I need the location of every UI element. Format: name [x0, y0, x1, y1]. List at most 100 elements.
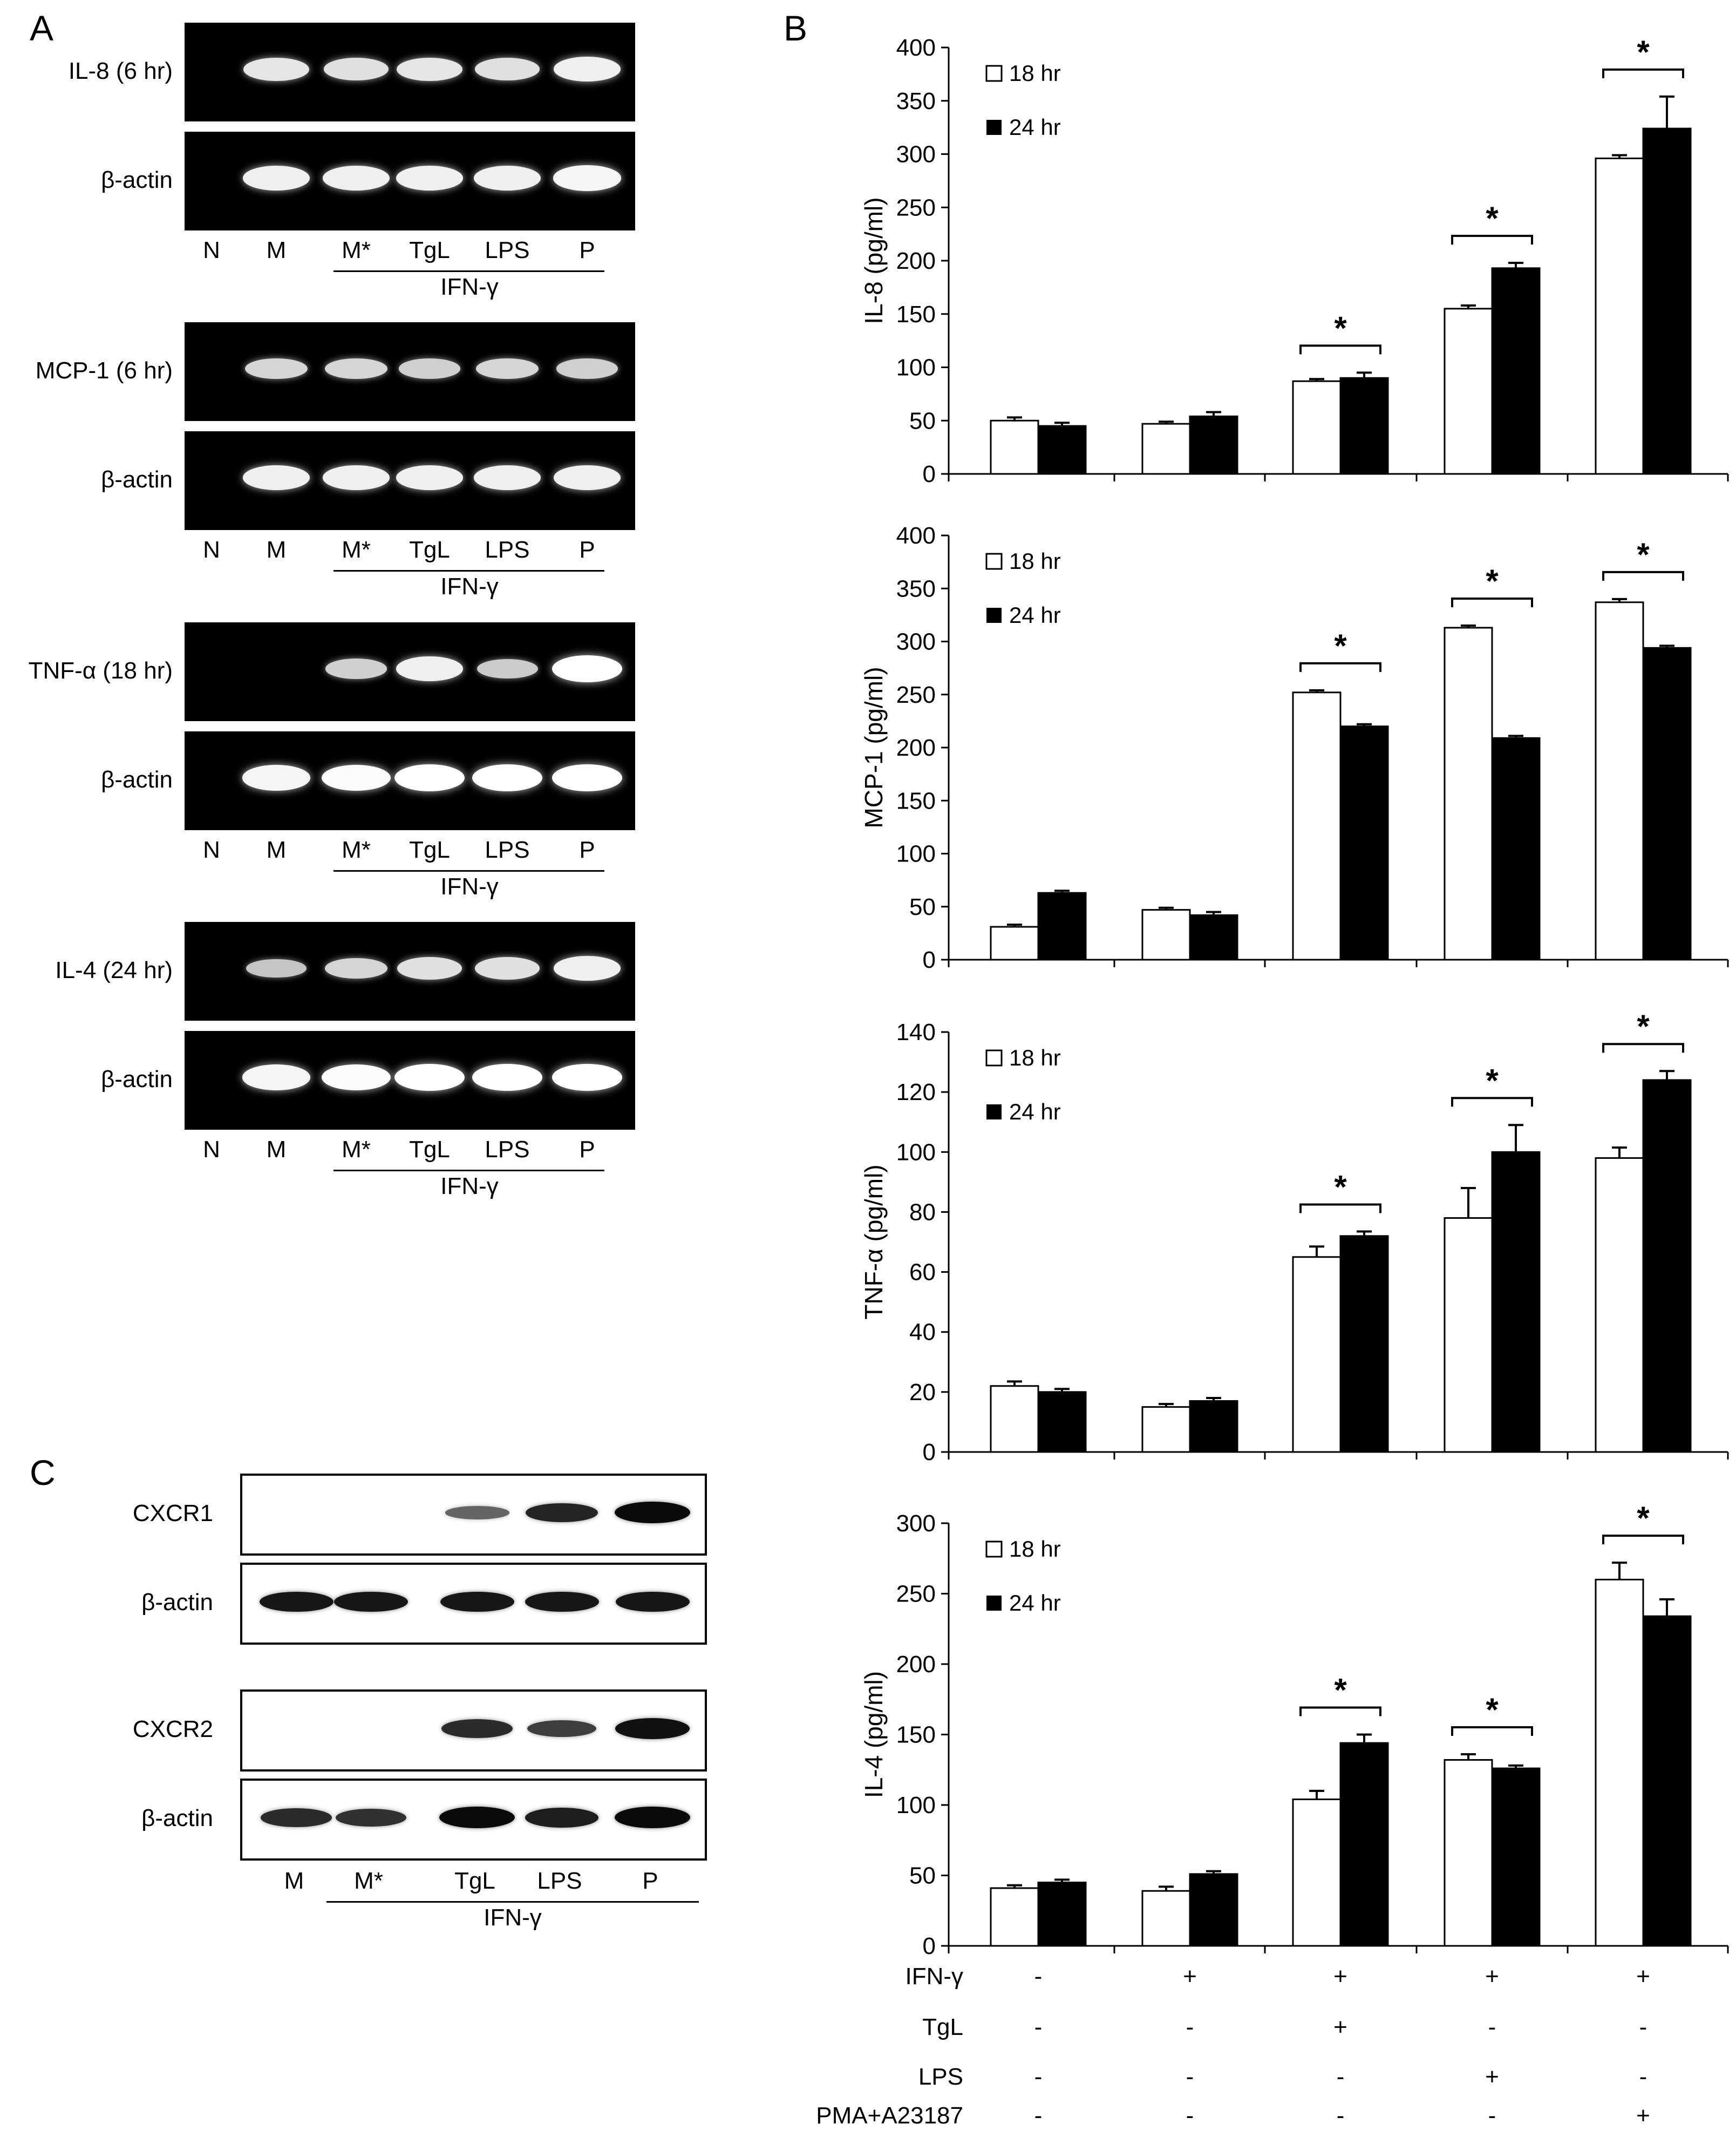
treatment-row-label: IFN-γ — [905, 1963, 963, 1990]
gel-band — [324, 358, 388, 379]
y-axis-label: IL-8 (pg/ml) — [860, 197, 888, 324]
lane-label: TgL — [409, 837, 450, 863]
gel-band — [324, 958, 388, 979]
lane-label: LPS — [485, 1136, 530, 1163]
y-tick-label: 300 — [896, 141, 936, 168]
y-axis-label: MCP-1 (pg/ml) — [860, 667, 888, 828]
gel-band — [553, 465, 621, 490]
significance-marker: * — [1637, 537, 1650, 573]
gel-band — [556, 358, 618, 379]
significance-marker: * — [1637, 1008, 1650, 1044]
lane-label: N — [203, 537, 220, 563]
ifn-group-line — [333, 270, 604, 272]
y-tick-label: 0 — [923, 1439, 936, 1465]
treatment-cell: + — [1485, 2064, 1499, 2090]
ifn-group-line — [333, 570, 604, 572]
blot-band — [525, 1591, 599, 1612]
y-tick-label: 140 — [896, 1019, 936, 1046]
significance-bracket — [1299, 344, 1381, 355]
significance-bracket — [1602, 68, 1684, 78]
treatment-cell: - — [1337, 2064, 1345, 2090]
blot-band — [260, 1808, 332, 1827]
y-tick-label: 200 — [896, 248, 936, 274]
panel-a-label: A — [30, 8, 54, 48]
lane-label: P — [579, 237, 595, 263]
bar-18hr — [1595, 601, 1644, 961]
gel-band — [476, 659, 538, 678]
lane-label: M — [284, 1868, 304, 1894]
blot-band — [335, 1808, 406, 1827]
bar-18hr — [1141, 1890, 1191, 1947]
treatment-cell: - — [1034, 2102, 1043, 2129]
lane-label: N — [203, 837, 220, 863]
significance-bracket — [1451, 1726, 1533, 1736]
gel-band — [246, 959, 307, 978]
blot-label: CXCR1 — [132, 1500, 213, 1526]
gel-band — [472, 764, 542, 791]
gel-target-label: IL-4 (24 hr) — [55, 956, 173, 983]
bar-24hr — [1491, 737, 1541, 961]
bar-18hr — [1595, 1157, 1644, 1453]
gel-band — [242, 465, 310, 490]
y-tick-label: 100 — [896, 1139, 936, 1165]
treatment-cell: + — [1333, 1963, 1347, 1990]
ifn-group-label: IFN-γ — [440, 873, 499, 900]
gel-band — [553, 165, 622, 191]
significance-marker: * — [1486, 200, 1499, 236]
gel-band — [396, 656, 464, 681]
bar-18hr — [1141, 423, 1191, 475]
lane-label: TgL — [454, 1868, 495, 1894]
gel-target — [185, 322, 635, 421]
bar-18hr — [990, 419, 1039, 475]
ifn-group-line — [333, 870, 604, 872]
gel-control-label: β-actin — [101, 166, 173, 193]
treatment-cell: - — [1337, 2102, 1345, 2129]
y-tick-label: 250 — [896, 1581, 936, 1607]
treatment-cell: - — [1034, 2014, 1043, 2040]
gel-band — [242, 765, 311, 791]
bar-24hr — [1642, 1615, 1692, 1947]
y-axis-label: IL-4 (pg/ml) — [860, 1671, 888, 1798]
legend-swatch-24hr — [986, 1104, 1002, 1119]
legend-label-24hr: 24 hr — [1009, 1590, 1061, 1616]
gel-band — [396, 465, 464, 490]
y-tick-label: 50 — [909, 894, 936, 920]
treatment-cell: + — [1485, 1963, 1499, 1990]
lane-label: P — [579, 1136, 595, 1163]
gel-band — [397, 57, 462, 81]
gel-target-label: MCP-1 (6 hr) — [35, 357, 173, 384]
y-tick-label: 120 — [896, 1079, 936, 1105]
blot-band — [615, 1807, 690, 1829]
gel-band — [398, 358, 461, 379]
bar-18hr — [1141, 1406, 1191, 1453]
y-tick-label: 350 — [896, 88, 936, 114]
blot-band — [440, 1591, 514, 1612]
significance-bracket — [1451, 1097, 1533, 1107]
legend-swatch-18hr — [985, 65, 1003, 82]
y-tick-label: 200 — [896, 735, 936, 761]
ifn-group-label: IFN-γ — [440, 573, 499, 600]
significance-bracket — [1602, 1535, 1684, 1545]
gel-target — [185, 23, 635, 121]
gel-band — [475, 58, 540, 80]
blot-band — [525, 1808, 598, 1828]
bar-24hr — [1642, 1079, 1692, 1453]
gel-band — [244, 358, 308, 379]
bar-24hr — [1037, 425, 1087, 475]
lane-label: P — [579, 837, 595, 863]
significance-marker: * — [1486, 563, 1499, 599]
y-tick-label: 100 — [896, 1792, 936, 1818]
lane-label: LPS — [537, 1868, 582, 1894]
legend-label-18hr: 18 hr — [1009, 1045, 1061, 1070]
western-blot — [240, 1689, 707, 1772]
significance-marker: * — [1637, 1500, 1650, 1536]
lane-label: TgL — [409, 1136, 450, 1163]
legend-swatch-24hr — [986, 1596, 1002, 1611]
y-tick-label: 0 — [923, 947, 936, 973]
y-tick-label: 80 — [909, 1199, 936, 1225]
legend-label-18hr: 18 hr — [1009, 548, 1061, 574]
treatment-cell: - — [1186, 2014, 1194, 2040]
bar-24hr — [1491, 1151, 1541, 1453]
y-tick-label: 100 — [896, 841, 936, 867]
